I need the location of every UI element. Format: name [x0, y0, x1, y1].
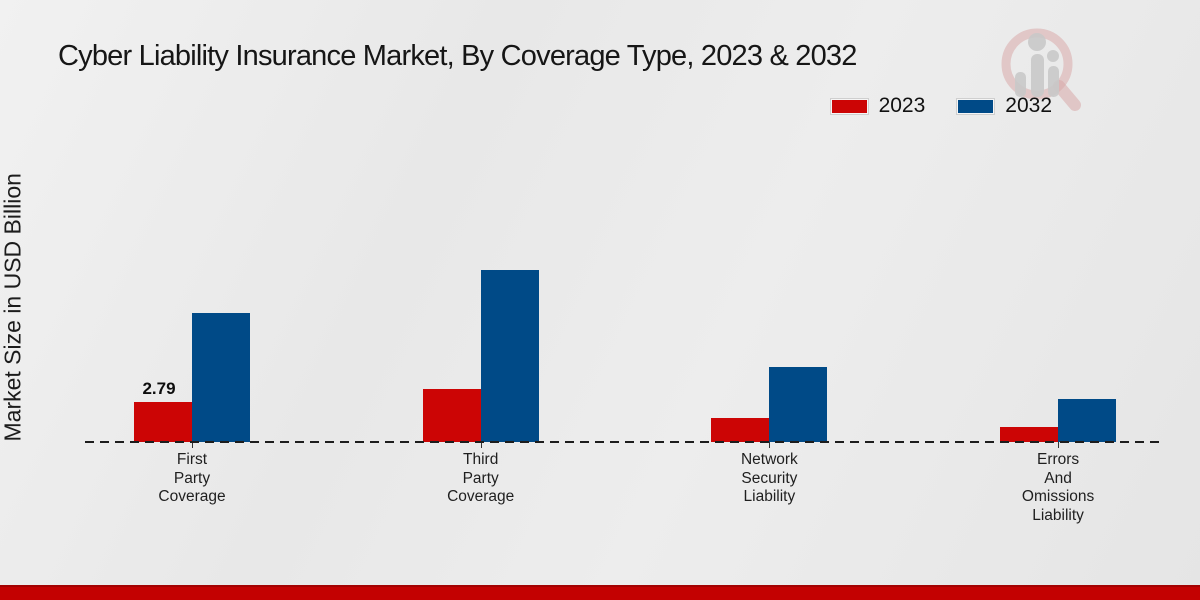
- chart-title: Cyber Liability Insurance Market, By Cov…: [58, 40, 857, 72]
- watermark-magnifier-handle: [1053, 80, 1081, 111]
- legend: 2023 2032: [830, 94, 1052, 118]
- legend-swatch-2023: [830, 98, 868, 114]
- bar-2023-group2: [422, 388, 481, 442]
- category-label-group4: Errors And Omissions Liability: [1021, 451, 1095, 524]
- legend-item-2023[interactable]: 2023: [830, 94, 926, 118]
- watermark-bars-icon: [1015, 33, 1059, 97]
- category-label-group3: Network Security Liability: [740, 451, 798, 505]
- x-axis-line: [85, 441, 1163, 443]
- x-axis-tick: [480, 442, 482, 448]
- footer-red-bar: [0, 585, 1200, 600]
- bar-2032-group3: [769, 367, 828, 442]
- x-axis-tick: [769, 442, 771, 448]
- x-axis-tick: [192, 442, 193, 448]
- bar-2023-group4: [1000, 426, 1059, 442]
- y-axis-label: Market Size in USD Billion: [0, 173, 26, 442]
- watermark-logo: [1001, 28, 1081, 111]
- legend-swatch-2032: [957, 98, 995, 114]
- category-label-group1: First Party Coverage: [158, 451, 226, 505]
- data-label-2023: 2.79: [142, 379, 176, 399]
- legend-label: 2023: [878, 94, 926, 117]
- bar-2023-group1: [134, 402, 192, 442]
- category-label-group2: Third Party Coverage: [447, 451, 515, 505]
- x-axis-tick: [1058, 442, 1060, 448]
- legend-label: 2032: [1005, 94, 1052, 117]
- bar-2032-group4: [1058, 399, 1117, 442]
- legend-item-2032[interactable]: 2032: [957, 94, 1052, 118]
- bar-2023-group3: [711, 418, 770, 442]
- bar-2032-group2: [480, 269, 539, 442]
- bar-2032-group1: [192, 313, 250, 442]
